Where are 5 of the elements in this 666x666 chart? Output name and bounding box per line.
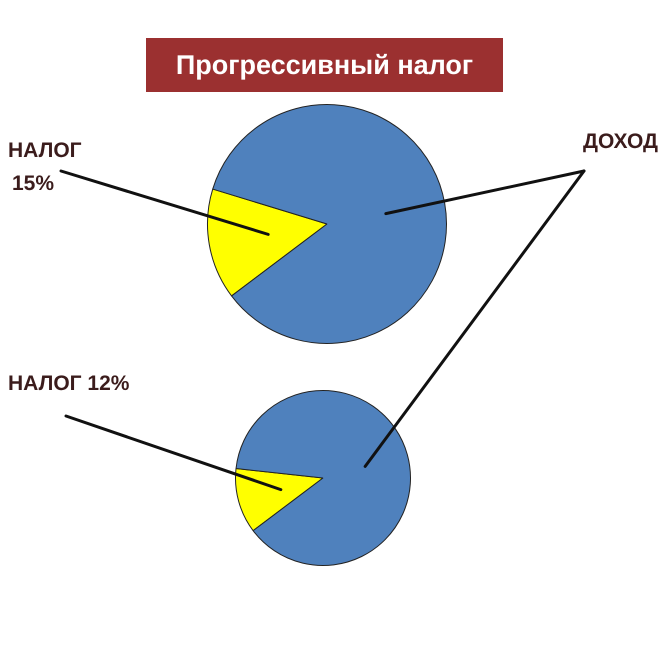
data-label: 15% [12, 172, 54, 195]
chart-title: Прогрессивный налог [146, 38, 503, 92]
slice-label: НАЛОГ 12% [8, 372, 130, 395]
slice-label: НАЛОГ [8, 139, 82, 162]
slice-label: ДОХОД [583, 130, 658, 153]
